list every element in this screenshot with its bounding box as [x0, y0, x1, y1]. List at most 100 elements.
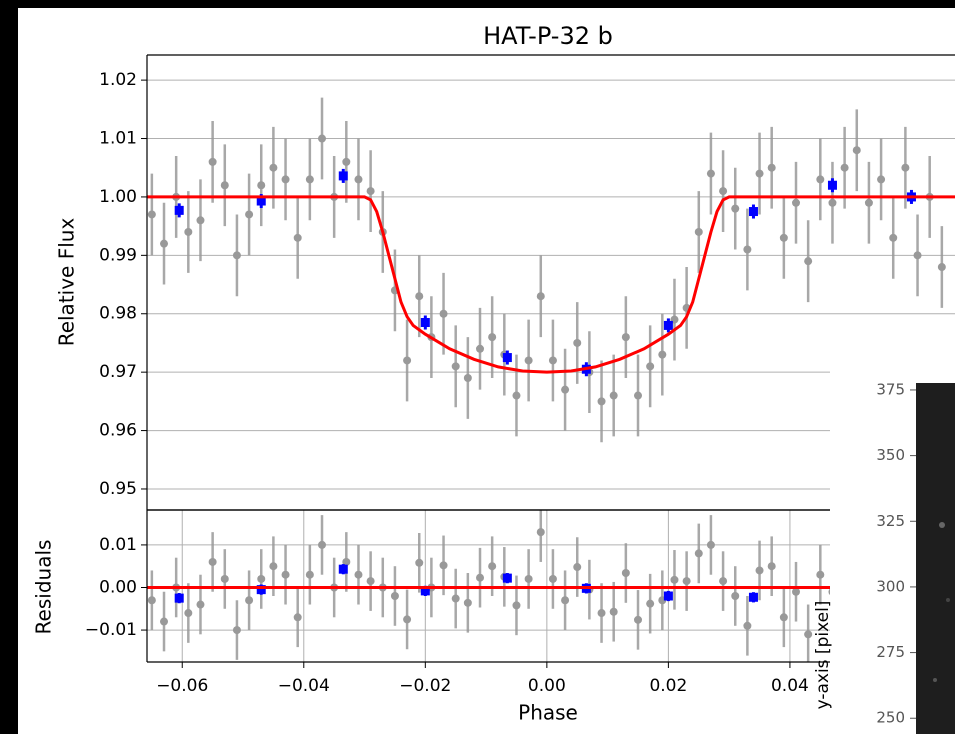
data-point — [755, 566, 764, 575]
y-tick-label: 1.01 — [99, 129, 137, 149]
data-point — [245, 210, 254, 219]
data-point — [208, 157, 217, 166]
data-point — [451, 594, 460, 603]
data-point — [305, 570, 314, 579]
y-tick-label: 0.99 — [99, 245, 137, 265]
window-edge — [270, 8, 955, 14]
data-point — [293, 233, 302, 242]
data-point — [597, 397, 606, 406]
data-point — [658, 350, 667, 359]
y-axis-label: y-axis [pixel] — [813, 601, 833, 710]
data-point — [512, 391, 521, 400]
binned-point — [338, 171, 348, 181]
y-tick-label: 0.00 — [99, 577, 137, 597]
data-point — [816, 175, 825, 184]
binned-point — [256, 196, 266, 206]
binned-point — [827, 180, 837, 190]
data-point — [184, 227, 193, 236]
data-point — [743, 245, 752, 254]
y-tick-label: 0.98 — [99, 304, 137, 324]
data-point — [694, 549, 703, 558]
data-point — [804, 257, 813, 266]
binned-point — [663, 320, 673, 330]
data-point — [318, 134, 327, 143]
data-point — [804, 630, 813, 639]
data-point — [828, 198, 837, 207]
binned-point — [748, 592, 758, 602]
data-point — [305, 175, 314, 184]
image-spot — [939, 522, 945, 528]
data-point — [281, 175, 290, 184]
data-point — [779, 613, 788, 622]
data-point — [536, 292, 545, 301]
y-tick-label: 325 — [876, 512, 905, 530]
data-point — [719, 187, 728, 196]
data-point — [366, 187, 375, 196]
x-axis-label: Phase — [518, 701, 578, 725]
data-point — [561, 385, 570, 394]
data-point — [706, 540, 715, 549]
data-point — [743, 621, 752, 630]
data-point — [147, 596, 156, 605]
data-point — [731, 592, 740, 601]
x-tick-label: −0.06 — [156, 676, 208, 696]
data-point — [257, 574, 266, 583]
x-tick-label: 0.02 — [649, 676, 687, 696]
y-tick-label: −0.01 — [85, 620, 137, 640]
x-tick-label: −0.04 — [278, 676, 330, 696]
data-point — [901, 163, 910, 172]
binned-point — [663, 591, 673, 601]
data-point — [451, 362, 460, 371]
y-tick-label: 300 — [876, 577, 905, 595]
y-tick-label: 275 — [876, 643, 905, 661]
binned-point — [174, 593, 184, 603]
data-point — [621, 569, 630, 578]
x-tick-label: 0.00 — [528, 676, 566, 696]
data-point — [609, 391, 618, 400]
data-point — [937, 263, 946, 272]
data-point — [354, 570, 363, 579]
data-point — [706, 169, 715, 178]
binned-point — [748, 207, 758, 217]
y-tick-label: 375 — [876, 380, 905, 398]
data-point — [196, 600, 205, 609]
data-point — [390, 592, 399, 601]
data-point — [342, 157, 351, 166]
flux-panel — [147, 79, 955, 490]
data-point — [524, 356, 533, 365]
data-point — [269, 163, 278, 172]
data-point — [245, 596, 254, 605]
data-point — [634, 615, 643, 624]
data-point — [877, 175, 886, 184]
data-point — [208, 557, 217, 566]
data-point — [634, 391, 643, 400]
data-point — [257, 181, 266, 190]
data-point — [269, 562, 278, 571]
window-background — [18, 8, 955, 734]
model-line — [147, 195, 955, 374]
image — [916, 383, 955, 734]
data-point — [184, 609, 193, 618]
image-spot — [946, 598, 950, 602]
y-tick-label: 350 — [876, 446, 905, 464]
data-point — [220, 574, 229, 583]
data-point — [719, 577, 728, 586]
data-point — [816, 570, 825, 579]
data-point — [767, 562, 776, 571]
data-point — [232, 626, 241, 635]
data-point — [415, 292, 424, 301]
data-point — [415, 558, 424, 567]
data-point — [864, 198, 873, 207]
data-point — [488, 562, 497, 571]
data-point — [889, 233, 898, 242]
x-tick-label: −0.02 — [399, 676, 451, 696]
data-point — [366, 577, 375, 586]
binned-point — [174, 205, 184, 215]
data-point — [476, 344, 485, 353]
data-point — [792, 587, 801, 596]
data-point — [670, 575, 679, 584]
data-point — [354, 175, 363, 184]
data-point — [476, 573, 485, 582]
data-point — [147, 210, 156, 219]
data-point — [160, 239, 169, 248]
